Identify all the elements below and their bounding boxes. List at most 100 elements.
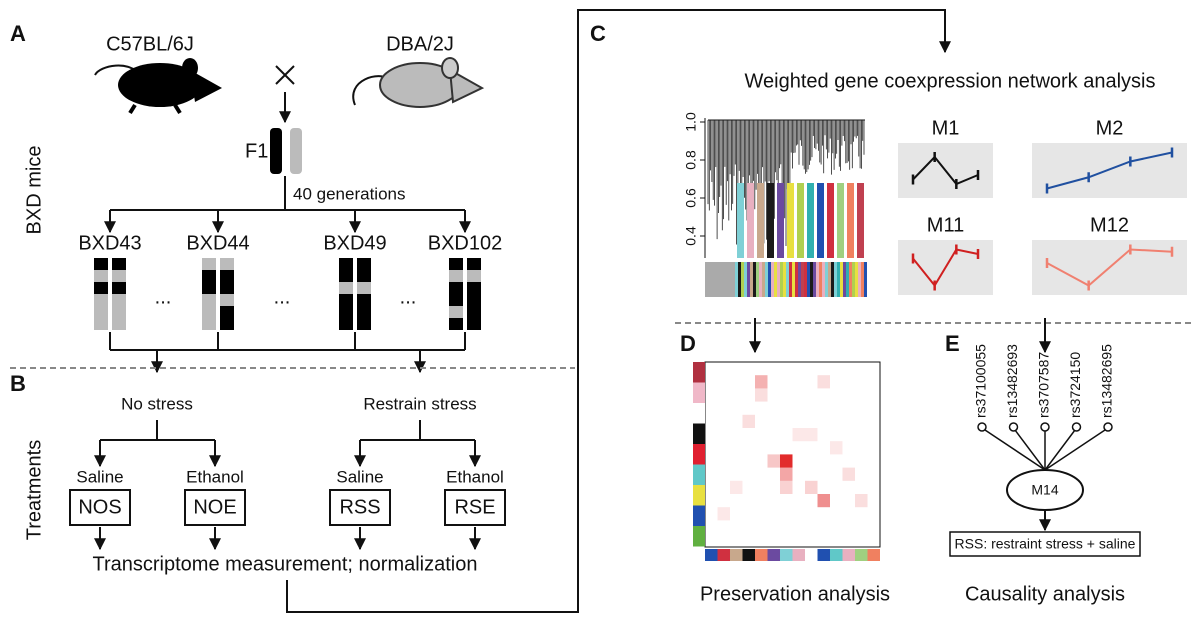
chromosome-band bbox=[357, 282, 371, 294]
snp-label: rs13482693 bbox=[1004, 344, 1020, 418]
group-box bbox=[69, 489, 131, 526]
chromosome-band bbox=[112, 270, 126, 282]
module-strip bbox=[840, 262, 843, 297]
column-color bbox=[855, 549, 868, 561]
module-strip bbox=[711, 262, 714, 297]
chromosome-band bbox=[94, 282, 108, 294]
chromosome-band bbox=[220, 318, 234, 330]
chromosome-band bbox=[202, 270, 216, 282]
module-strip bbox=[864, 262, 867, 297]
chromosome-band bbox=[339, 258, 353, 270]
generations-label: 40 generations bbox=[293, 184, 405, 203]
chromosome-band bbox=[339, 306, 353, 318]
chromosome-band bbox=[220, 306, 234, 318]
chromosome-band bbox=[202, 318, 216, 330]
heatmap-cell bbox=[767, 454, 780, 468]
module-strip bbox=[735, 262, 738, 297]
chromosome-band bbox=[357, 294, 371, 306]
panel-label: E bbox=[945, 331, 960, 356]
snp-label: rs13482695 bbox=[1099, 344, 1115, 418]
snp-edge bbox=[1044, 427, 1078, 471]
column-color bbox=[705, 549, 718, 561]
side-label: BXD mice bbox=[23, 146, 45, 235]
module-trend bbox=[912, 155, 979, 186]
column-color bbox=[867, 549, 880, 561]
group-box bbox=[184, 489, 246, 526]
module-strip bbox=[831, 262, 834, 297]
chromosome-band bbox=[94, 318, 108, 330]
module-strip bbox=[801, 262, 804, 297]
heatmap-cell bbox=[742, 414, 755, 428]
module-strip bbox=[858, 262, 861, 297]
drug-label: Ethanol bbox=[446, 467, 504, 486]
module-strip bbox=[738, 262, 741, 297]
module-strip bbox=[741, 262, 744, 297]
heatmap-cell bbox=[817, 375, 830, 389]
chromosome bbox=[270, 128, 282, 174]
heatmap-cell bbox=[730, 480, 743, 494]
module-strip bbox=[828, 262, 831, 297]
chromosome-band bbox=[467, 258, 481, 270]
snp-edge bbox=[981, 427, 1046, 471]
connector bbox=[109, 332, 466, 351]
chromosome-band bbox=[357, 270, 371, 282]
ellipsis: ... bbox=[155, 286, 172, 308]
module-title: M11 bbox=[927, 214, 964, 236]
module-strip bbox=[780, 262, 783, 297]
chromosome-band bbox=[112, 294, 126, 306]
chromosome-band bbox=[220, 270, 234, 282]
module-strip bbox=[843, 262, 846, 297]
chromosome-band bbox=[467, 294, 481, 306]
connector bbox=[100, 420, 475, 441]
column-color bbox=[717, 549, 730, 561]
row-color bbox=[693, 505, 705, 526]
module-strip bbox=[825, 262, 828, 297]
module-strip bbox=[852, 262, 855, 297]
chromosome-band bbox=[449, 306, 463, 318]
ellipsis: ... bbox=[400, 286, 417, 308]
axis-label: 0.8 bbox=[683, 150, 699, 170]
chromosome-band bbox=[94, 294, 108, 306]
chromosome-band bbox=[112, 306, 126, 318]
snp-label: rs3724150 bbox=[1067, 352, 1083, 418]
module-strip bbox=[795, 262, 798, 297]
snp-node bbox=[1008, 422, 1019, 432]
grey-mouse bbox=[352, 57, 485, 108]
module-strip bbox=[705, 262, 708, 297]
module-strip bbox=[786, 262, 789, 297]
column-color bbox=[730, 549, 743, 561]
module-strip bbox=[837, 262, 840, 297]
row-color bbox=[693, 423, 705, 444]
drug-label: Saline bbox=[336, 467, 383, 486]
column-color bbox=[792, 549, 805, 561]
row-color bbox=[693, 485, 705, 506]
chromosome-band bbox=[112, 318, 126, 330]
module-strip bbox=[789, 262, 792, 297]
module-strip bbox=[747, 262, 750, 297]
panel-label: D bbox=[680, 331, 696, 356]
chromosome-band bbox=[220, 258, 234, 270]
module-strip bbox=[771, 262, 774, 297]
column-color bbox=[780, 549, 793, 561]
snp-label: rs3707587 bbox=[1036, 352, 1052, 418]
module-color bbox=[837, 183, 844, 258]
module-color bbox=[767, 183, 774, 258]
module-strip bbox=[774, 262, 777, 297]
group-label: RSS bbox=[339, 496, 380, 518]
heatmap-cell bbox=[780, 454, 793, 468]
module-strip bbox=[753, 262, 756, 297]
module-strip bbox=[759, 262, 762, 297]
line-label: BXD44 bbox=[186, 232, 249, 254]
module-strip bbox=[762, 262, 765, 297]
outcome-box bbox=[949, 531, 1141, 557]
module-trend bbox=[1046, 151, 1173, 190]
module-strip bbox=[723, 262, 726, 297]
module-strip bbox=[783, 262, 786, 297]
module-strip bbox=[714, 262, 717, 297]
chromosome-band bbox=[202, 258, 216, 270]
column-color bbox=[755, 549, 768, 561]
chromosome-band bbox=[339, 270, 353, 282]
cross bbox=[275, 65, 295, 85]
module-strip bbox=[750, 262, 753, 297]
